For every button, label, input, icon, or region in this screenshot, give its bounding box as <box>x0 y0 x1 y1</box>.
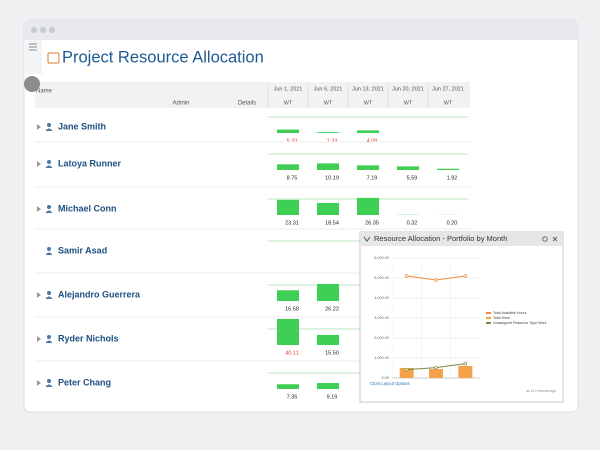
popup-title: Resource Allocation - Portfolio by Month <box>374 234 507 243</box>
allocation-value: 16.58 <box>285 306 299 312</box>
y-tick-label: 1,000.00 <box>374 356 389 360</box>
column-header: Name <box>36 89 53 95</box>
chart-point <box>435 366 438 369</box>
allocation-value: 5.33 <box>287 138 298 144</box>
allocation-bar <box>317 284 339 301</box>
person-icon <box>47 205 51 209</box>
allocation-value: 1.92 <box>447 175 458 181</box>
allocation-value: 40.11 <box>285 350 298 356</box>
allocation-bar <box>317 163 339 170</box>
resource-name[interactable]: Michael Conn <box>58 203 117 213</box>
allocation-bar <box>317 132 339 133</box>
allocation-bar <box>277 290 299 301</box>
resource-name[interactable]: Samir Asad <box>58 245 107 255</box>
chart-point <box>405 275 408 278</box>
chart-point <box>464 275 467 278</box>
person-icon <box>47 291 51 295</box>
allocation-value: 0.20 <box>447 220 458 226</box>
y-tick-label: 2,000.00 <box>374 336 389 340</box>
allocation-value: 10.19 <box>325 175 339 181</box>
date-header: Jun 27, 2021 <box>432 86 464 92</box>
allocation-bar <box>317 203 339 215</box>
legend-label: Total Available Hours <box>493 311 527 315</box>
allocation-value: 26.35 <box>365 220 379 226</box>
allocation-bar <box>357 130 379 133</box>
chart-point <box>435 279 438 282</box>
allocation-value: 26.22 <box>325 306 339 312</box>
column-header: Admin <box>172 101 189 107</box>
window-dot[interactable] <box>49 27 55 33</box>
sub-header: WT <box>444 100 453 106</box>
allocation-bar <box>357 165 379 170</box>
allocation-bar <box>277 384 299 389</box>
legend-swatch <box>486 322 491 324</box>
legend-swatch <box>486 317 491 319</box>
resource-name[interactable]: Jane Smith <box>58 121 106 131</box>
date-header: Jun 1, 2021 <box>274 86 303 92</box>
y-tick-label: 0.00 <box>382 376 389 380</box>
y-tick-label: 5,000.00 <box>374 276 389 280</box>
date-header: Jun 13, 2021 <box>352 86 384 92</box>
pin-icon[interactable] <box>24 76 40 92</box>
allocation-value: 15.50 <box>325 350 339 356</box>
window-dot[interactable] <box>31 27 37 33</box>
chart-footnote: as of 2 minutes ago <box>526 389 556 393</box>
allocation-bar <box>277 164 299 170</box>
legend-label: Unassigned Resource Type Work <box>493 321 547 325</box>
allocation-value: 8.75 <box>287 175 298 181</box>
y-tick-label: 4,000.00 <box>374 296 389 300</box>
person-icon <box>47 160 51 164</box>
date-header: Jun 6, 2021 <box>314 86 343 92</box>
chart-options-link[interactable]: Chart Layout Options <box>370 381 410 386</box>
person-icon <box>47 379 51 383</box>
person-icon <box>47 123 51 127</box>
legend-swatch <box>486 312 491 314</box>
chart-bar <box>429 369 443 378</box>
sidebar <box>24 40 42 74</box>
window-dot[interactable] <box>40 27 46 33</box>
allocation-value: 18.54 <box>325 220 339 226</box>
sub-header: WT <box>324 100 333 106</box>
chart-point <box>405 368 408 371</box>
resource-name[interactable]: Ryder Nichols <box>58 333 119 343</box>
allocation-value: 4.08 <box>367 138 378 144</box>
allocation-value: 7.19 <box>367 175 378 181</box>
title-bar <box>24 20 578 40</box>
title-icon <box>48 53 59 63</box>
allocation-bar <box>277 200 299 215</box>
chart-point <box>464 362 467 365</box>
allocation-bar <box>277 319 299 345</box>
column-header: Details <box>238 101 256 107</box>
allocation-value: 5.59 <box>407 175 418 181</box>
allocation-value: 1.33 <box>327 138 338 144</box>
allocation-value: 23.31 <box>285 220 299 226</box>
sub-header: WT <box>284 100 293 106</box>
sub-header: WT <box>404 100 413 106</box>
allocation-value: 0.32 <box>407 220 418 226</box>
resource-name[interactable]: Alejandro Guerrera <box>58 289 141 299</box>
date-header: Jun 20, 2021 <box>392 86 424 92</box>
allocation-bar <box>357 198 379 215</box>
allocation-bar <box>317 383 339 389</box>
allocation-bar <box>397 166 419 170</box>
y-tick-label: 3,000.00 <box>374 316 389 320</box>
allocation-bar <box>437 169 459 170</box>
person-icon <box>47 335 51 339</box>
person-icon <box>47 247 51 251</box>
allocation-bar <box>277 130 299 133</box>
allocation-bar <box>317 335 339 345</box>
legend-label: Total Work <box>493 316 510 320</box>
allocation-value: 9.19 <box>327 394 338 400</box>
page-title: Project Resource Allocation <box>62 48 264 66</box>
resource-name[interactable]: Peter Chang <box>58 377 111 387</box>
resource-name[interactable]: Latoya Runner <box>58 158 122 168</box>
y-tick-label: 6,000.00 <box>374 256 389 260</box>
allocation-value: 7.35 <box>287 394 298 400</box>
chart-bar <box>458 366 472 378</box>
sub-header: WT <box>364 100 373 106</box>
